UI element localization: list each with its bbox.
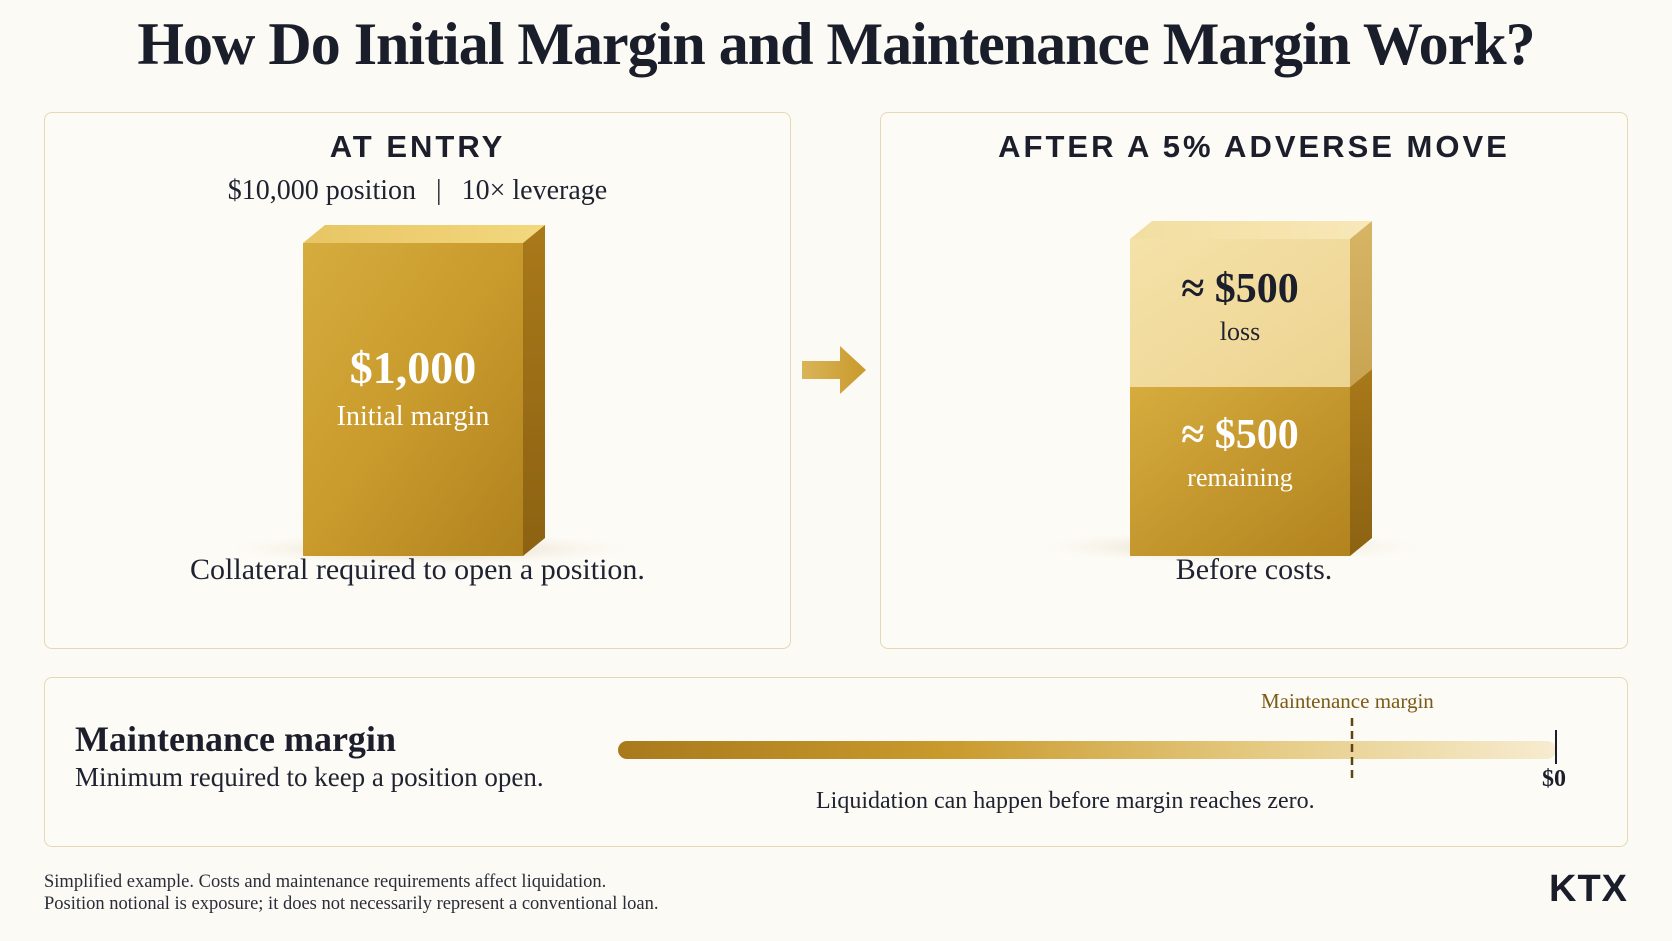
- block-front: [303, 243, 523, 556]
- after-caption: Before costs.: [1175, 553, 1333, 586]
- footnote-2: Position notional is exposure; it does n…: [44, 894, 659, 914]
- zero-label: $0: [1542, 766, 1566, 792]
- block-top: [1130, 221, 1372, 239]
- maintenance-description: Minimum required to keep a position open…: [75, 762, 544, 792]
- block-side: [523, 225, 545, 556]
- after-heading: AFTER A 5% ADVERSE MOVE: [998, 129, 1510, 164]
- loss-label: loss: [1219, 317, 1261, 346]
- remaining-value: ≈ $500: [1181, 412, 1299, 458]
- initial-margin-value: $1,000: [349, 342, 477, 393]
- block-top: [303, 225, 545, 243]
- right-arrow-icon: [802, 346, 866, 394]
- loss-value: ≈ $500: [1181, 266, 1299, 312]
- margin-bar: [618, 718, 1557, 780]
- split-margin-block: [1041, 221, 1421, 563]
- entry-caption: Collateral required to open a position.: [190, 553, 645, 586]
- remaining-label: remaining: [1187, 463, 1293, 492]
- entry-heading: AT ENTRY: [329, 129, 506, 164]
- block-loss-front: [1130, 239, 1350, 387]
- after-panel: AFTER A 5% ADVERSE MOVE: [880, 112, 1628, 649]
- brand-logo: KTX: [1549, 868, 1628, 910]
- initial-margin-block: [230, 225, 630, 565]
- maintenance-title: Maintenance margin: [75, 719, 396, 759]
- maintenance-panel: Maintenance margin Minimum required to k…: [44, 677, 1628, 847]
- page-title: How Do Initial Margin and Maintenance Ma…: [137, 11, 1535, 77]
- initial-margin-label: Initial margin: [336, 401, 490, 432]
- margin-bar-fill: [618, 741, 1556, 759]
- entry-subhead: $10,000 position | 10× leverage: [45, 175, 790, 207]
- subhead-separator: |: [436, 175, 442, 206]
- block-remaining-side: [1350, 369, 1372, 556]
- entry-panel: AT ENTRY $10,000 position | 10× leverage: [44, 112, 791, 649]
- block-loss-side: [1350, 221, 1372, 387]
- footnote-1: Simplified example. Costs and maintenanc…: [44, 872, 607, 892]
- leverage: 10× leverage: [461, 175, 608, 206]
- position-size: $10,000 position: [227, 175, 416, 206]
- maintenance-marker-label: Maintenance margin: [1261, 689, 1434, 713]
- liquidation-note: Liquidation can happen before margin rea…: [816, 788, 1315, 814]
- block-remaining-front: [1130, 387, 1350, 556]
